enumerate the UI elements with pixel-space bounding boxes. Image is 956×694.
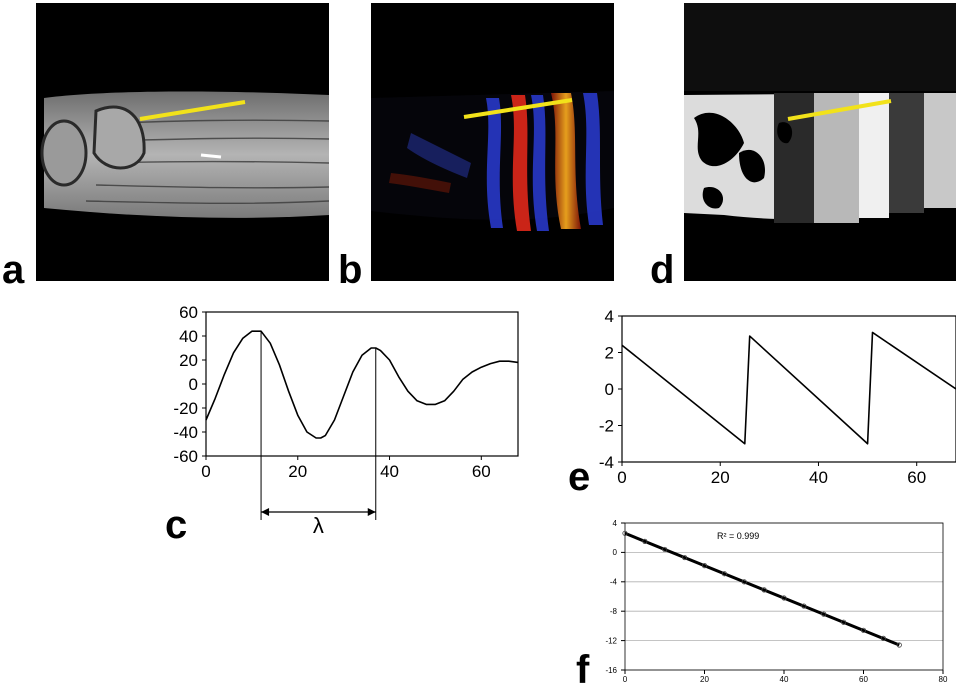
profile-line-a <box>139 100 246 121</box>
y-tick-label: -4 <box>610 578 618 587</box>
panel-label-a: a <box>2 248 25 292</box>
y-tick-label: -20 <box>173 399 198 418</box>
y-tick-label: -8 <box>610 607 618 616</box>
x-tick-label: 0 <box>201 462 210 481</box>
data-point <box>701 563 708 569</box>
y-tick-label: -16 <box>605 666 617 675</box>
r-squared-label: R² = 0.999 <box>717 531 759 541</box>
x-tick-label: 80 <box>939 675 948 684</box>
panel-label-c: c <box>165 503 188 547</box>
y-tick-label: 4 <box>613 519 618 528</box>
y-tick-label: -12 <box>605 636 617 645</box>
y-tick-label: 0 <box>613 548 618 557</box>
wavelength-label: λ <box>313 513 324 535</box>
y-tick-label: -60 <box>173 447 198 466</box>
data-point <box>682 554 688 561</box>
data-point <box>880 635 886 641</box>
data-point <box>781 595 787 601</box>
y-tick-label: 40 <box>179 327 198 346</box>
y-tick-label: -2 <box>599 416 614 435</box>
y-tick-label: 0 <box>605 380 614 399</box>
data-point <box>841 619 847 625</box>
panel-label-d: d <box>650 248 675 292</box>
data-point <box>821 611 827 617</box>
panel-b-image <box>371 3 614 281</box>
data-point <box>801 603 807 609</box>
data-point <box>642 538 648 544</box>
profile-line-d <box>787 99 892 121</box>
panel-a-image <box>36 3 329 281</box>
data-point <box>761 587 767 593</box>
panel-label-e: e <box>568 455 591 499</box>
arrow-head-right <box>367 508 376 516</box>
x-tick-label: 40 <box>809 468 828 487</box>
panel-label-f: f <box>576 648 590 692</box>
series-line <box>205 330 519 439</box>
y-tick-label: 60 <box>179 303 198 322</box>
x-tick-label: 20 <box>700 675 709 684</box>
x-tick-label: 20 <box>711 468 730 487</box>
data-point <box>662 546 668 553</box>
profile-line-b <box>463 98 573 119</box>
y-tick-label: 20 <box>179 351 198 370</box>
x-tick-label: 40 <box>780 675 789 684</box>
y-tick-label: 4 <box>605 307 614 326</box>
x-tick-label: 20 <box>288 462 307 481</box>
x-tick-label: 40 <box>380 462 399 481</box>
y-tick-label: 2 <box>605 343 614 362</box>
y-tick-label: -4 <box>599 453 614 472</box>
series-line <box>621 331 956 445</box>
y-tick-label: -40 <box>173 423 198 442</box>
data-point <box>721 571 727 577</box>
arrow-head-left <box>261 508 270 516</box>
x-tick-label: 60 <box>907 468 926 487</box>
data-point <box>622 530 628 536</box>
x-tick-label: 0 <box>623 675 628 684</box>
chart-e: 420-2-40 20 40 60 <box>599 307 956 487</box>
y-tick-label: 0 <box>189 375 198 394</box>
plot-frame <box>621 315 956 463</box>
plot-frame <box>205 311 519 457</box>
x-tick-label: 60 <box>472 462 491 481</box>
data-point <box>896 642 902 648</box>
data-point <box>741 579 747 585</box>
panel-d-image <box>684 3 956 281</box>
panel-label-b: b <box>338 248 363 292</box>
x-tick-label: 0 <box>617 468 626 487</box>
data-point <box>860 627 867 633</box>
x-tick-label: 60 <box>859 675 868 684</box>
